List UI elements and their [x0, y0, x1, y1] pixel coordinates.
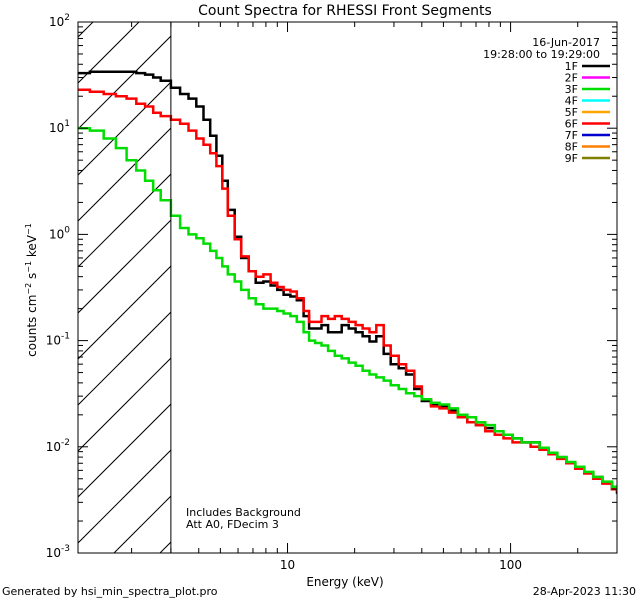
- background-hatched-region: [0, 22, 640, 553]
- hatch-line: [78, 449, 171, 544]
- legend-label-2F: 2F: [565, 72, 578, 85]
- x-tick-label: 10: [280, 558, 295, 572]
- series-line-1F: [78, 70, 617, 494]
- legend-label-9F: 9F: [565, 152, 578, 165]
- x-tick-label: 100: [499, 558, 522, 572]
- x-axis: 10 100: [131, 22, 618, 572]
- hatch-line: [78, 219, 171, 314]
- legend-label-5F: 5F: [565, 106, 578, 119]
- x-axis-label: Energy (keV): [306, 575, 383, 589]
- chart-title: Count Spectra for RHESSI Front Segments: [198, 3, 492, 19]
- date-label: 16-Jun-2017: [532, 36, 600, 49]
- y-axis-label: counts cm−2 s−1 keV−1: [24, 223, 39, 357]
- generated-by-footer: Generated by hsi_min_spectra_plot.pro: [2, 585, 218, 598]
- y-tick-label: 10-1: [46, 332, 70, 348]
- legend-label-3F: 3F: [565, 83, 578, 96]
- legend-label-6F: 6F: [565, 118, 578, 131]
- y-tick-label: 102: [49, 13, 70, 29]
- hatch-line: [252, 22, 640, 553]
- hatch-line: [78, 22, 140, 84]
- y-tick-label: 10-3: [46, 544, 70, 560]
- legend-label-1F: 1F: [565, 60, 578, 73]
- y-tick-label: 100: [49, 225, 70, 241]
- hatch-line: [78, 81, 171, 176]
- y-axis: 10-3 10-2 10-1 100 101 102: [46, 13, 617, 560]
- legend-label-4F: 4F: [565, 95, 578, 108]
- hatch-line: [78, 311, 171, 406]
- hatch-line: [0, 22, 1, 553]
- legend-label-8F: 8F: [565, 141, 578, 154]
- hatch-line: [78, 403, 171, 498]
- hatch-line: [78, 357, 171, 452]
- time-range-label: 19:28:00 to 19:29:00: [483, 48, 600, 61]
- hatch-line: [78, 22, 94, 38]
- hatch-line: [78, 265, 171, 360]
- y-tick-label: 10-2: [46, 438, 70, 454]
- hatch-line: [113, 495, 171, 553]
- timestamp-footer: 28-Apr-2023 11:30: [533, 585, 636, 598]
- legend-label-7F: 7F: [565, 129, 578, 142]
- background-note: Includes Background: [186, 506, 301, 519]
- y-tick-label: 101: [49, 119, 70, 135]
- hatch-line: [78, 173, 171, 268]
- plot-frame: [77, 21, 618, 554]
- series-line-6F: [78, 88, 617, 492]
- hatch-line: [78, 127, 171, 222]
- hatch-line: [78, 35, 171, 130]
- attenuator-note: Att A0, FDecim 3: [186, 518, 279, 531]
- series-line-3F: [78, 126, 617, 491]
